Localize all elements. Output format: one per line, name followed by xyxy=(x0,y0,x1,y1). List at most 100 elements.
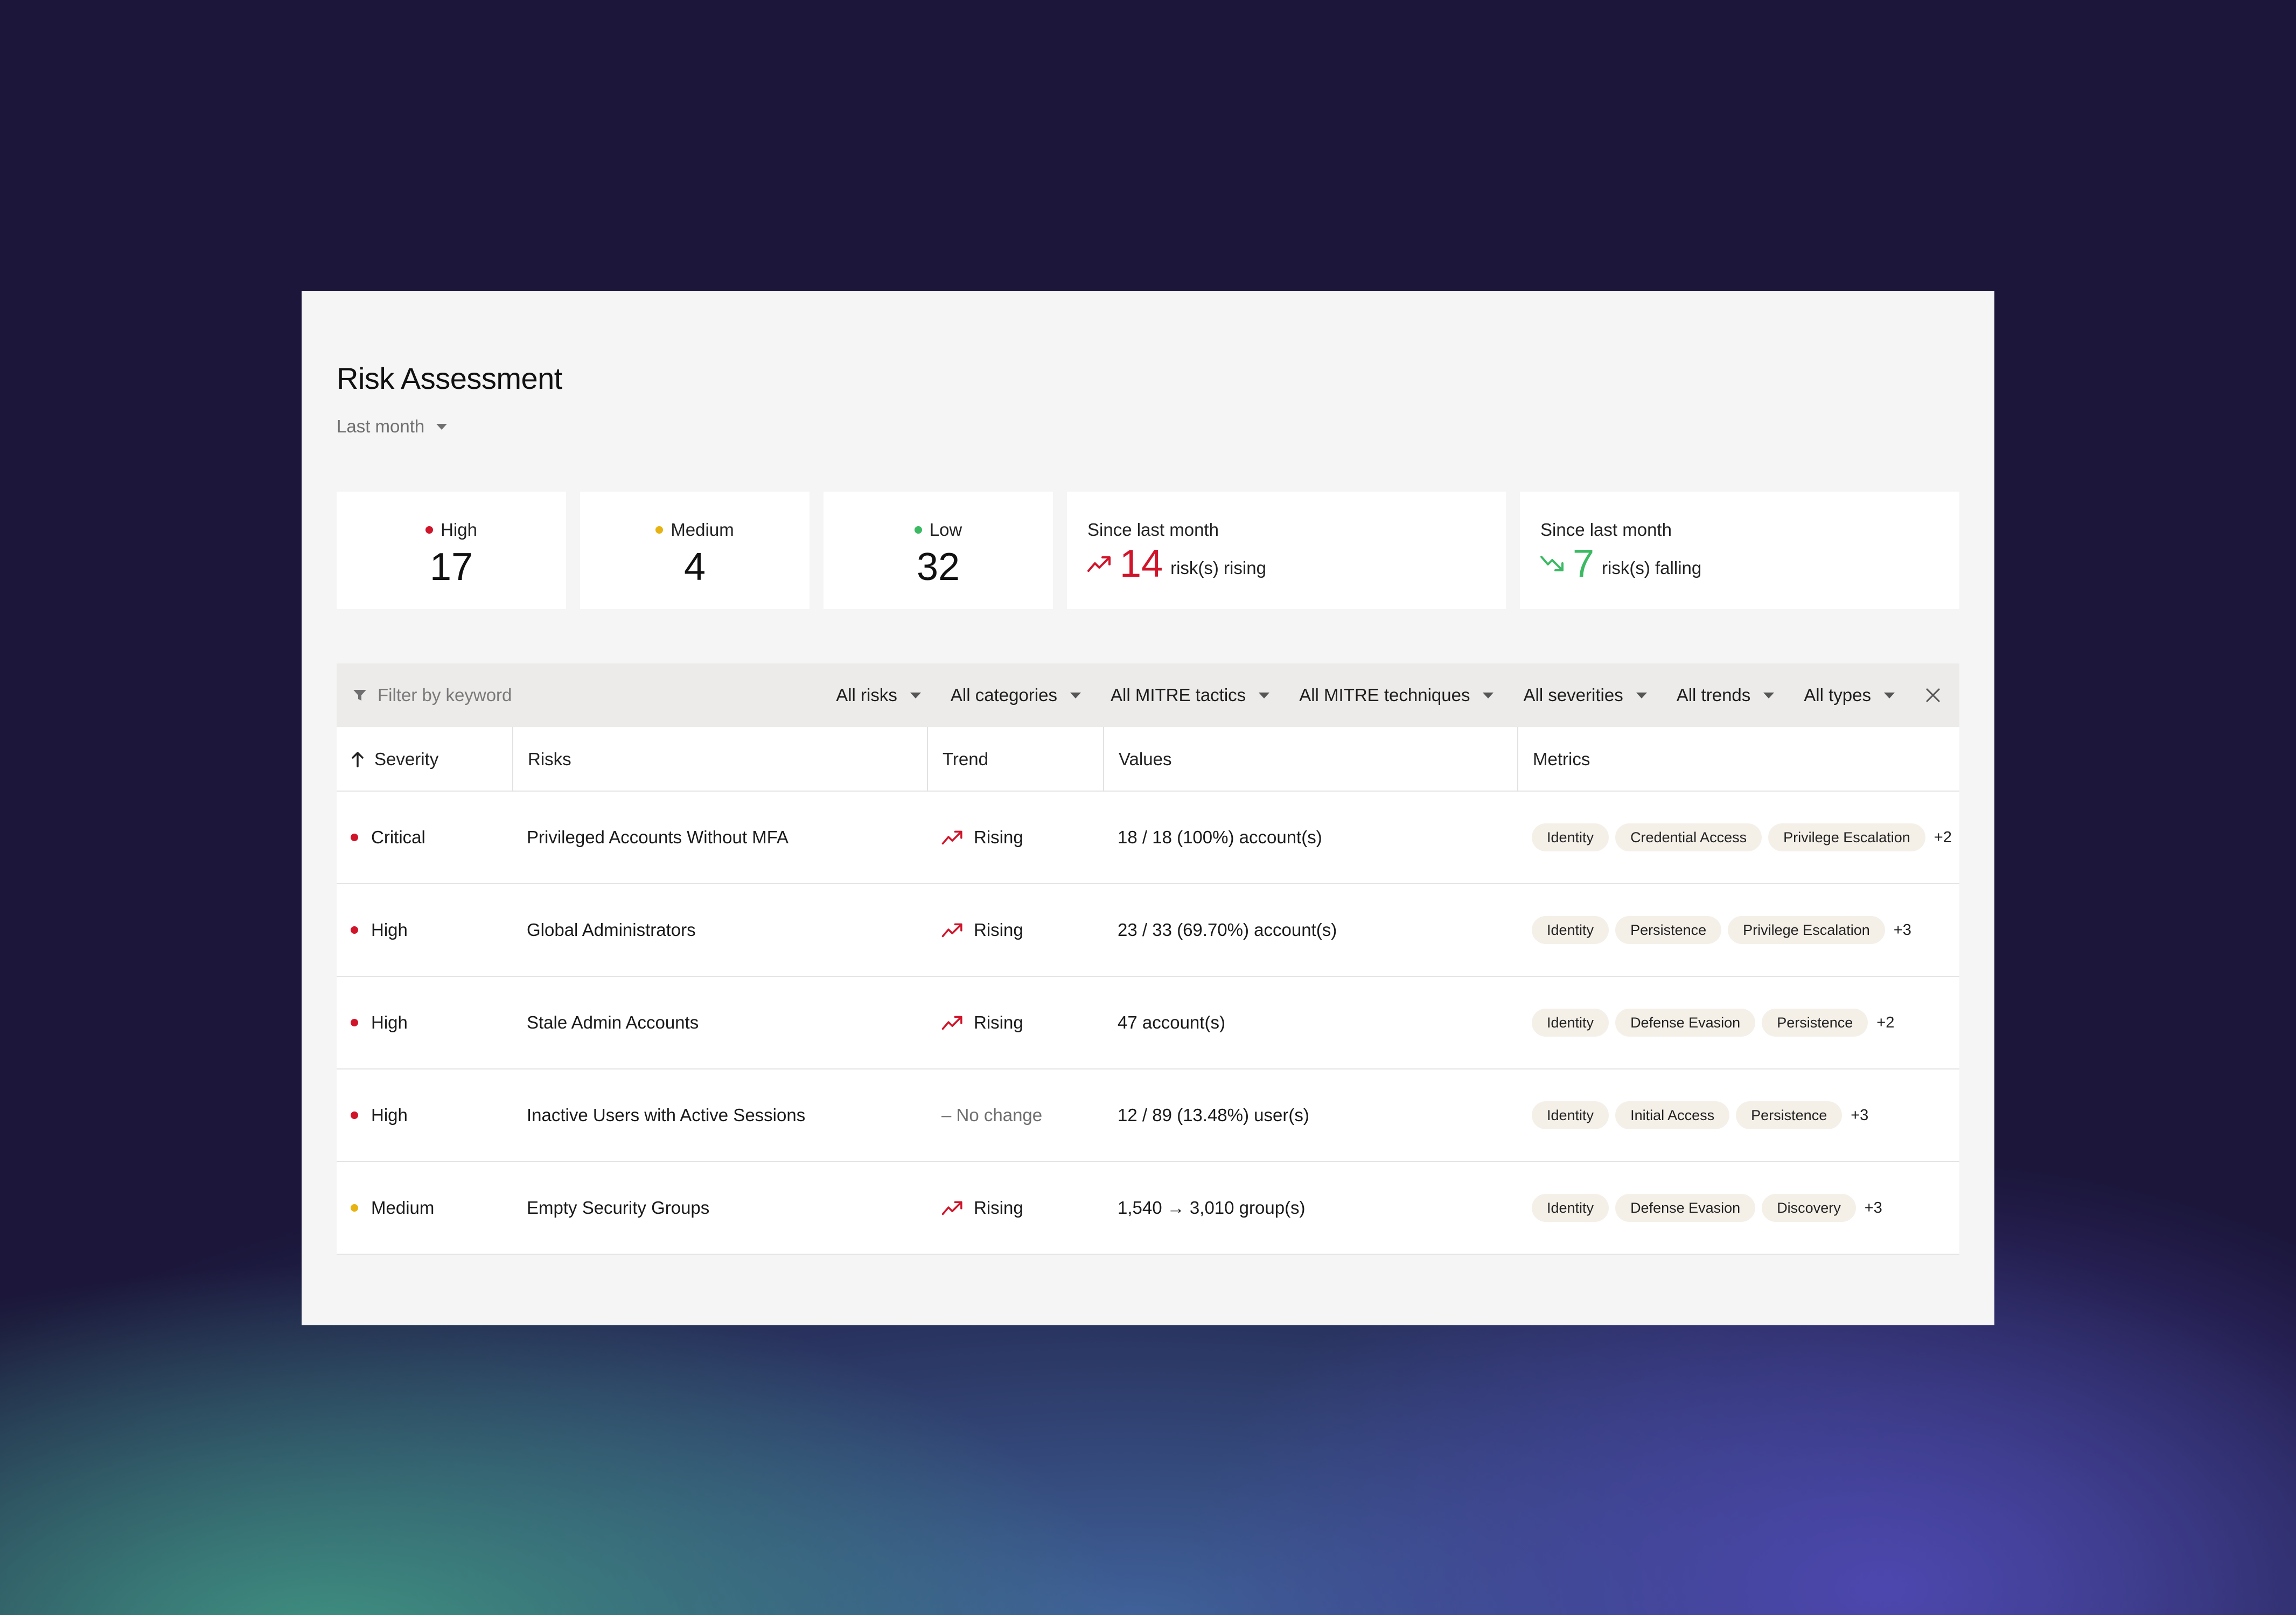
metrics-tags: Identity Defense Evasion Persistence +2 xyxy=(1532,977,1894,1068)
trend-value: Rising xyxy=(974,827,1023,847)
chevron-down-icon xyxy=(1483,692,1494,698)
more-metrics-count[interactable]: +2 xyxy=(1876,1013,1895,1031)
table-row[interactable]: High Global Administrators Rising 23 / 3… xyxy=(337,884,1959,977)
rising-summary-card: Since last month 14 risk(s) rising xyxy=(1067,492,1506,609)
filter-icon xyxy=(353,690,366,701)
metric-tag[interactable]: Identity xyxy=(1532,1101,1609,1129)
severities-filter-dropdown[interactable]: All severities xyxy=(1523,685,1647,705)
categories-filter-dropdown[interactable]: All categories xyxy=(951,685,1081,705)
chevron-down-icon xyxy=(910,692,921,698)
metrics-tags: Identity Credential Access Privilege Esc… xyxy=(1532,792,1952,883)
medium-dot-icon xyxy=(655,526,664,534)
filter-bar: All risks All categories All MITRE tacti… xyxy=(337,663,1959,727)
table-row[interactable]: High Inactive Users with Active Sessions… xyxy=(337,1069,1959,1162)
chevron-down-icon xyxy=(436,423,448,430)
trend-column-label: Trend xyxy=(943,749,988,769)
metric-tag[interactable]: Persistence xyxy=(1762,1009,1868,1037)
trending-down-icon xyxy=(1540,556,1564,571)
chevron-down-icon xyxy=(1763,692,1775,698)
more-metrics-count[interactable]: +2 xyxy=(1934,828,1952,846)
filter-dropdowns: All risks All categories All MITRE tacti… xyxy=(836,663,1895,727)
metric-tag[interactable]: Identity xyxy=(1532,1009,1609,1037)
metric-tag[interactable]: Initial Access xyxy=(1615,1101,1730,1129)
metrics-column-label: Metrics xyxy=(1533,749,1590,769)
chevron-down-icon xyxy=(1070,692,1081,698)
risks-column-header[interactable]: Risks xyxy=(512,727,571,792)
trend-value: – No change xyxy=(941,1105,1043,1125)
falling-summary-card: Since last month 7 risk(s) falling xyxy=(1520,492,1959,609)
metric-tag[interactable]: Defense Evasion xyxy=(1615,1009,1756,1037)
severity-value: Critical xyxy=(371,827,425,847)
risks-filter-label: All risks xyxy=(836,685,897,705)
severity-dot-icon xyxy=(351,1111,358,1119)
chevron-down-icon xyxy=(1259,692,1270,698)
risk-value: 47 account(s) xyxy=(1118,1012,1225,1032)
medium-label: Medium xyxy=(671,520,734,540)
severity-dot-icon xyxy=(351,926,358,934)
falling-text: risk(s) falling xyxy=(1602,558,1702,578)
mitre-tactics-filter-label: All MITRE tactics xyxy=(1110,685,1246,705)
metric-tag[interactable]: Privilege Escalation xyxy=(1768,823,1925,851)
severities-filter-label: All severities xyxy=(1523,685,1623,705)
severity-dot-icon xyxy=(351,1204,358,1212)
table-row[interactable]: High Stale Admin Accounts Rising 47 acco… xyxy=(337,977,1959,1069)
metric-tag[interactable]: Persistence xyxy=(1615,916,1722,944)
metric-tag[interactable]: Defense Evasion xyxy=(1615,1194,1756,1222)
chevron-down-icon xyxy=(1636,692,1647,698)
trends-filter-label: All trends xyxy=(1676,685,1751,705)
more-metrics-count[interactable]: +3 xyxy=(1893,921,1911,939)
clear-filters-close-icon[interactable] xyxy=(1923,685,1943,705)
metrics-tags: Identity Initial Access Persistence +3 xyxy=(1532,1069,1868,1161)
values-column-header[interactable]: Values xyxy=(1103,727,1171,792)
risk-name: Stale Admin Accounts xyxy=(527,1012,699,1032)
severity-value: Medium xyxy=(371,1198,435,1218)
metrics-tags: Identity Defense Evasion Discovery +3 xyxy=(1532,1162,1882,1254)
metric-tag[interactable]: Identity xyxy=(1532,1194,1609,1222)
risk-name: Global Administrators xyxy=(527,920,696,940)
trending-up-icon xyxy=(941,1016,962,1030)
table-header: Severity Risks Trend Values Metrics xyxy=(337,727,1959,792)
metric-tag[interactable]: Persistence xyxy=(1736,1101,1843,1129)
more-metrics-count[interactable]: +3 xyxy=(1864,1199,1882,1217)
risk-name: Privileged Accounts Without MFA xyxy=(527,827,789,847)
low-label: Low xyxy=(929,520,962,540)
risks-filter-dropdown[interactable]: All risks xyxy=(836,685,921,705)
rising-count: 14 xyxy=(1120,542,1163,585)
period-dropdown[interactable]: Last month xyxy=(337,416,448,437)
severity-column-header[interactable]: Severity xyxy=(351,727,438,792)
trends-filter-dropdown[interactable]: All trends xyxy=(1677,685,1775,705)
severity-value: High xyxy=(371,920,408,940)
metrics-tags: Identity Persistence Privilege Escalatio… xyxy=(1532,884,1911,976)
metric-tag[interactable]: Identity xyxy=(1532,823,1609,851)
page-title: Risk Assessment xyxy=(337,361,562,395)
mitre-tactics-filter-dropdown[interactable]: All MITRE tactics xyxy=(1110,685,1270,705)
severity-dot-icon xyxy=(351,834,358,841)
metric-tag[interactable]: Credential Access xyxy=(1615,823,1762,851)
rising-text: risk(s) rising xyxy=(1170,558,1266,578)
table-row[interactable]: Critical Privileged Accounts Without MFA… xyxy=(337,792,1959,884)
severity-value: High xyxy=(371,1105,408,1125)
table-row[interactable]: Medium Empty Security Groups Rising 1,54… xyxy=(337,1162,1959,1255)
trending-up-icon xyxy=(941,830,962,845)
metric-tag[interactable]: Discovery xyxy=(1762,1194,1856,1222)
metric-tag[interactable]: Privilege Escalation xyxy=(1728,916,1885,944)
trend-value: Rising xyxy=(974,920,1023,940)
trend-column-header[interactable]: Trend xyxy=(927,727,988,792)
risk-assessment-panel: Risk Assessment Last month High 17 Mediu… xyxy=(302,291,1994,1325)
risk-value: 12 / 89 (13.48%) user(s) xyxy=(1118,1105,1309,1125)
mitre-techniques-filter-dropdown[interactable]: All MITRE techniques xyxy=(1299,685,1494,705)
more-metrics-count[interactable]: +3 xyxy=(1851,1106,1869,1124)
risk-name: Empty Security Groups xyxy=(527,1198,710,1218)
mitre-techniques-filter-label: All MITRE techniques xyxy=(1299,685,1470,705)
metrics-column-header[interactable]: Metrics xyxy=(1517,727,1590,792)
metric-tag[interactable]: Identity xyxy=(1532,916,1609,944)
high-summary-card: High 17 xyxy=(337,492,566,609)
risks-column-label: Risks xyxy=(528,749,571,769)
severity-dot-icon xyxy=(351,1019,358,1026)
trend-value: Rising xyxy=(974,1012,1023,1032)
risks-table: Severity Risks Trend Values Metrics Crit… xyxy=(337,727,1959,1255)
categories-filter-label: All categories xyxy=(950,685,1057,705)
keyword-filter-input[interactable] xyxy=(378,685,701,705)
keyword-filter xyxy=(337,685,767,705)
types-filter-dropdown[interactable]: All types xyxy=(1804,685,1895,705)
